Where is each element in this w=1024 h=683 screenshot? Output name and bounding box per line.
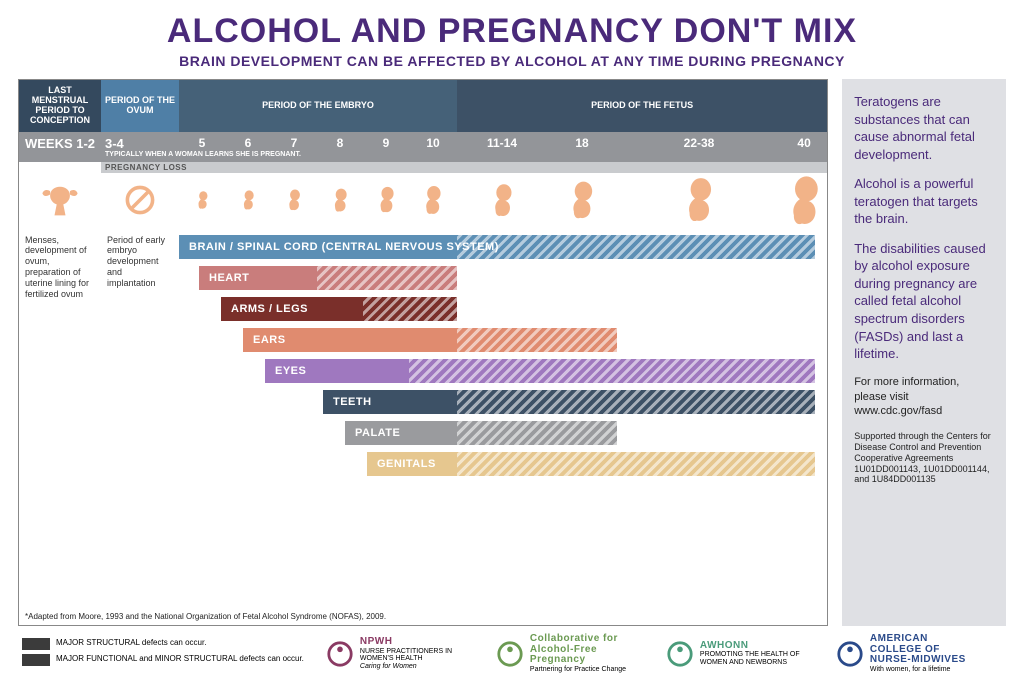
organ-bar-label: EYES — [275, 365, 306, 377]
organ-bar-hatch — [457, 452, 815, 476]
org-sub: Partnering for Practice Change — [530, 666, 640, 673]
org-logo-icon — [666, 640, 694, 668]
sidebar-p3: The disabilities caused by alcohol expos… — [854, 240, 994, 363]
org-sub: NURSE PRACTITIONERS IN WOMEN'S HEALTH — [360, 648, 470, 663]
adapted-note: *Adapted from Moore, 1993 and the Nation… — [19, 608, 827, 625]
period-header: PERIOD OF THE OVUM — [101, 80, 179, 132]
sidebar-p1: Teratogens are substances that can cause… — [854, 93, 994, 163]
organ-bar-label: ARMS / LEGS — [231, 303, 308, 315]
week-header: 40 — [781, 132, 827, 162]
legend-solid-label: MAJOR STRUCTURAL defects can occur. — [56, 639, 206, 648]
organ-bar: BRAIN / SPINAL CORD (CENTRAL NERVOUS SYS… — [179, 235, 815, 259]
fetus-icon — [547, 179, 617, 226]
page-title: ALCOHOL AND PREGNANCY DON'T MIX — [18, 12, 1006, 51]
org-title: NPWH — [360, 637, 470, 648]
sidebar-fineprint: Supported through the Centers for Diseas… — [854, 431, 994, 485]
org-title: AMERICAN COLLEGE OF NURSE-MIDWIVES — [870, 634, 980, 666]
organ-bar: EARS — [243, 328, 617, 352]
org-logo-block: Collaborative for Alcohol-Free Pregnancy… — [496, 634, 640, 673]
legend-solid-swatch — [22, 638, 50, 650]
organ-bar: GENITALS — [367, 452, 815, 476]
organ-bar-label: EARS — [253, 334, 286, 346]
period-header: LAST MENSTRUAL PERIOD TO CONCEPTION — [19, 80, 101, 132]
week-header: WEEKS 1-2 — [19, 132, 101, 162]
organ-bar-hatch — [457, 328, 617, 352]
organ-bar-label: BRAIN / SPINAL CORD (CENTRAL NERVOUS SYS… — [189, 241, 499, 253]
organ-bar-label: PALATE — [355, 427, 400, 439]
fetus-icon — [271, 188, 317, 217]
organ-bar-label: HEART — [209, 272, 249, 284]
pregnancy-loss-label: PREGNANCY LOSS — [101, 162, 827, 173]
footer: MAJOR STRUCTURAL defects can occur. MAJO… — [18, 632, 1006, 675]
fetus-icon — [781, 173, 827, 233]
week-header: 11-14 — [457, 132, 547, 162]
organ-bar: EYES — [265, 359, 815, 383]
org-sub: PROMOTING THE HEALTH OF WOMEN AND NEWBOR… — [700, 651, 810, 666]
sidebar: Teratogens are substances that can cause… — [842, 79, 1006, 626]
legend: MAJOR STRUCTURAL defects can occur. MAJO… — [22, 638, 304, 670]
timeline-chart: LAST MENSTRUAL PERIOD TO CONCEPTIONPERIO… — [18, 79, 828, 626]
org-logo-icon — [836, 640, 864, 668]
org-title: AWHONN — [700, 641, 810, 652]
sidebar-info: For more information, please visit www.c… — [854, 375, 994, 420]
org-logo-icon — [326, 640, 354, 668]
fetus-icon — [317, 187, 363, 218]
week-header: 9 — [363, 132, 409, 162]
organ-bar-hatch — [363, 297, 457, 321]
week-header: 6 — [225, 132, 271, 162]
org-sub: With women, for a lifetime — [870, 666, 980, 673]
organ-bar: TEETH — [323, 390, 815, 414]
org-tag: Caring for Women — [360, 663, 470, 670]
week-header: 5 — [179, 132, 225, 162]
fetus-icon — [409, 184, 457, 221]
sidebar-p2: Alcohol is a powerful teratogen that tar… — [854, 175, 994, 228]
fetus-icon — [225, 189, 271, 216]
week-header: 10 — [409, 132, 457, 162]
organ-bar-label: GENITALS — [377, 458, 436, 470]
legend-hatched-swatch — [22, 654, 50, 666]
legend-hatched-label: MAJOR FUNCTIONAL and MINOR STRUCTURAL de… — [56, 655, 304, 664]
organ-bar-hatch — [317, 266, 457, 290]
org-logo-icon — [496, 640, 524, 668]
org-logo-block: AWHONNPROMOTING THE HEALTH OF WOMEN AND … — [666, 640, 810, 668]
week-header: 7 — [271, 132, 317, 162]
fetus-icon — [617, 175, 781, 229]
organ-bar-hatch — [457, 390, 815, 414]
organ-bar: ARMS / LEGS — [221, 297, 457, 321]
page-subtitle: BRAIN DEVELOPMENT CAN BE AFFECTED BY ALC… — [18, 53, 1006, 69]
desc-col1: Menses, development of ovum, preparation… — [19, 231, 101, 609]
uterus-icon — [19, 178, 101, 227]
organ-bar-hatch — [457, 421, 617, 445]
period-header: PERIOD OF THE EMBRYO — [179, 80, 457, 132]
period-header: PERIOD OF THE FETUS — [457, 80, 827, 132]
fetus-icon — [363, 185, 409, 219]
week-header: 18 — [547, 132, 617, 162]
org-logo-block: NPWHNURSE PRACTITIONERS IN WOMEN'S HEALT… — [326, 637, 470, 670]
org-logo-block: AMERICAN COLLEGE OF NURSE-MIDWIVESWith w… — [836, 634, 980, 673]
fetus-icon — [457, 182, 547, 223]
organ-bar-hatch — [457, 235, 815, 259]
week-header: 8 — [317, 132, 363, 162]
no-icon — [101, 182, 179, 223]
fetus-icon — [179, 190, 225, 215]
organ-bar: HEART — [199, 266, 457, 290]
organ-bar-label: TEETH — [333, 396, 372, 408]
week-header: 3-4TYPICALLY WHEN A WOMAN LEARNS SHE IS … — [101, 132, 179, 162]
org-title: Collaborative for Alcohol-Free Pregnancy — [530, 634, 640, 666]
organ-bar: PALATE — [345, 421, 617, 445]
organ-bar-hatch — [409, 359, 815, 383]
week-header: 22-38 — [617, 132, 781, 162]
desc-col2: Period of early embryo development and i… — [101, 231, 179, 609]
